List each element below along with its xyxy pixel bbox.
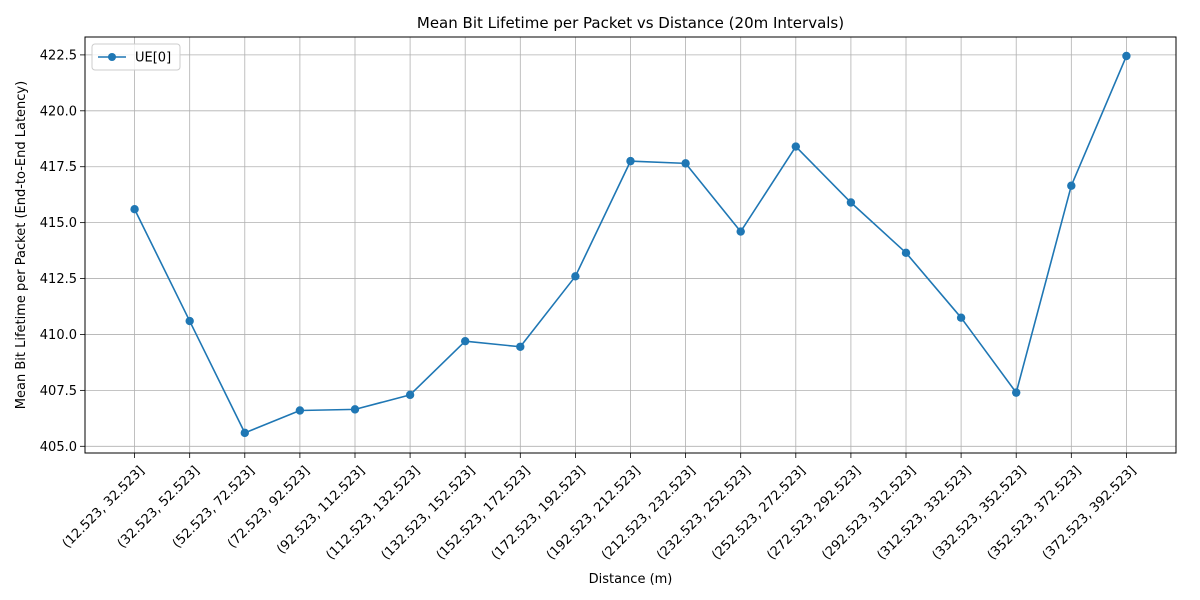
data-point	[1122, 51, 1131, 61]
data-point	[571, 272, 580, 281]
data-series	[130, 51, 1131, 438]
y-tick-label: 410.0	[40, 328, 77, 343]
legend-label: UE[0]	[135, 51, 171, 66]
data-point	[846, 198, 856, 207]
grid	[85, 37, 1176, 453]
data-point	[1067, 181, 1076, 190]
axes-frame	[84, 36, 1177, 454]
legend-box	[91, 43, 181, 71]
data-point	[736, 227, 745, 236]
data-point	[240, 428, 249, 438]
legend-marker	[108, 53, 116, 61]
data-point	[791, 142, 801, 151]
data-point	[516, 342, 525, 351]
legend: UE[0]	[91, 43, 181, 71]
data-point	[901, 248, 911, 258]
y-tick-label: 422.5	[40, 48, 77, 63]
data-point	[350, 405, 360, 414]
x-axis-label: Distance (m)	[589, 572, 673, 587]
data-point	[460, 336, 470, 346]
y-tick-label: 417.5	[40, 160, 77, 175]
chart-title: Mean Bit Lifetime per Packet vs Distance…	[417, 14, 844, 32]
data-point	[1012, 388, 1021, 397]
data-point	[185, 316, 194, 326]
y-tick-label: 415.0	[40, 216, 77, 231]
data-point	[956, 313, 966, 322]
y-tick-label: 420.0	[40, 104, 77, 119]
data-point	[405, 390, 415, 400]
data-point	[626, 156, 635, 166]
y-tick-label: 405.0	[40, 440, 77, 455]
data-point	[681, 159, 690, 168]
y-tick-label: 407.5	[40, 384, 77, 399]
data-point	[130, 205, 139, 214]
data-point	[295, 406, 305, 415]
y-tick-label: 412.5	[40, 272, 77, 287]
y-axis-label: Mean Bit Lifetime per Packet (End-to-End…	[14, 81, 29, 409]
